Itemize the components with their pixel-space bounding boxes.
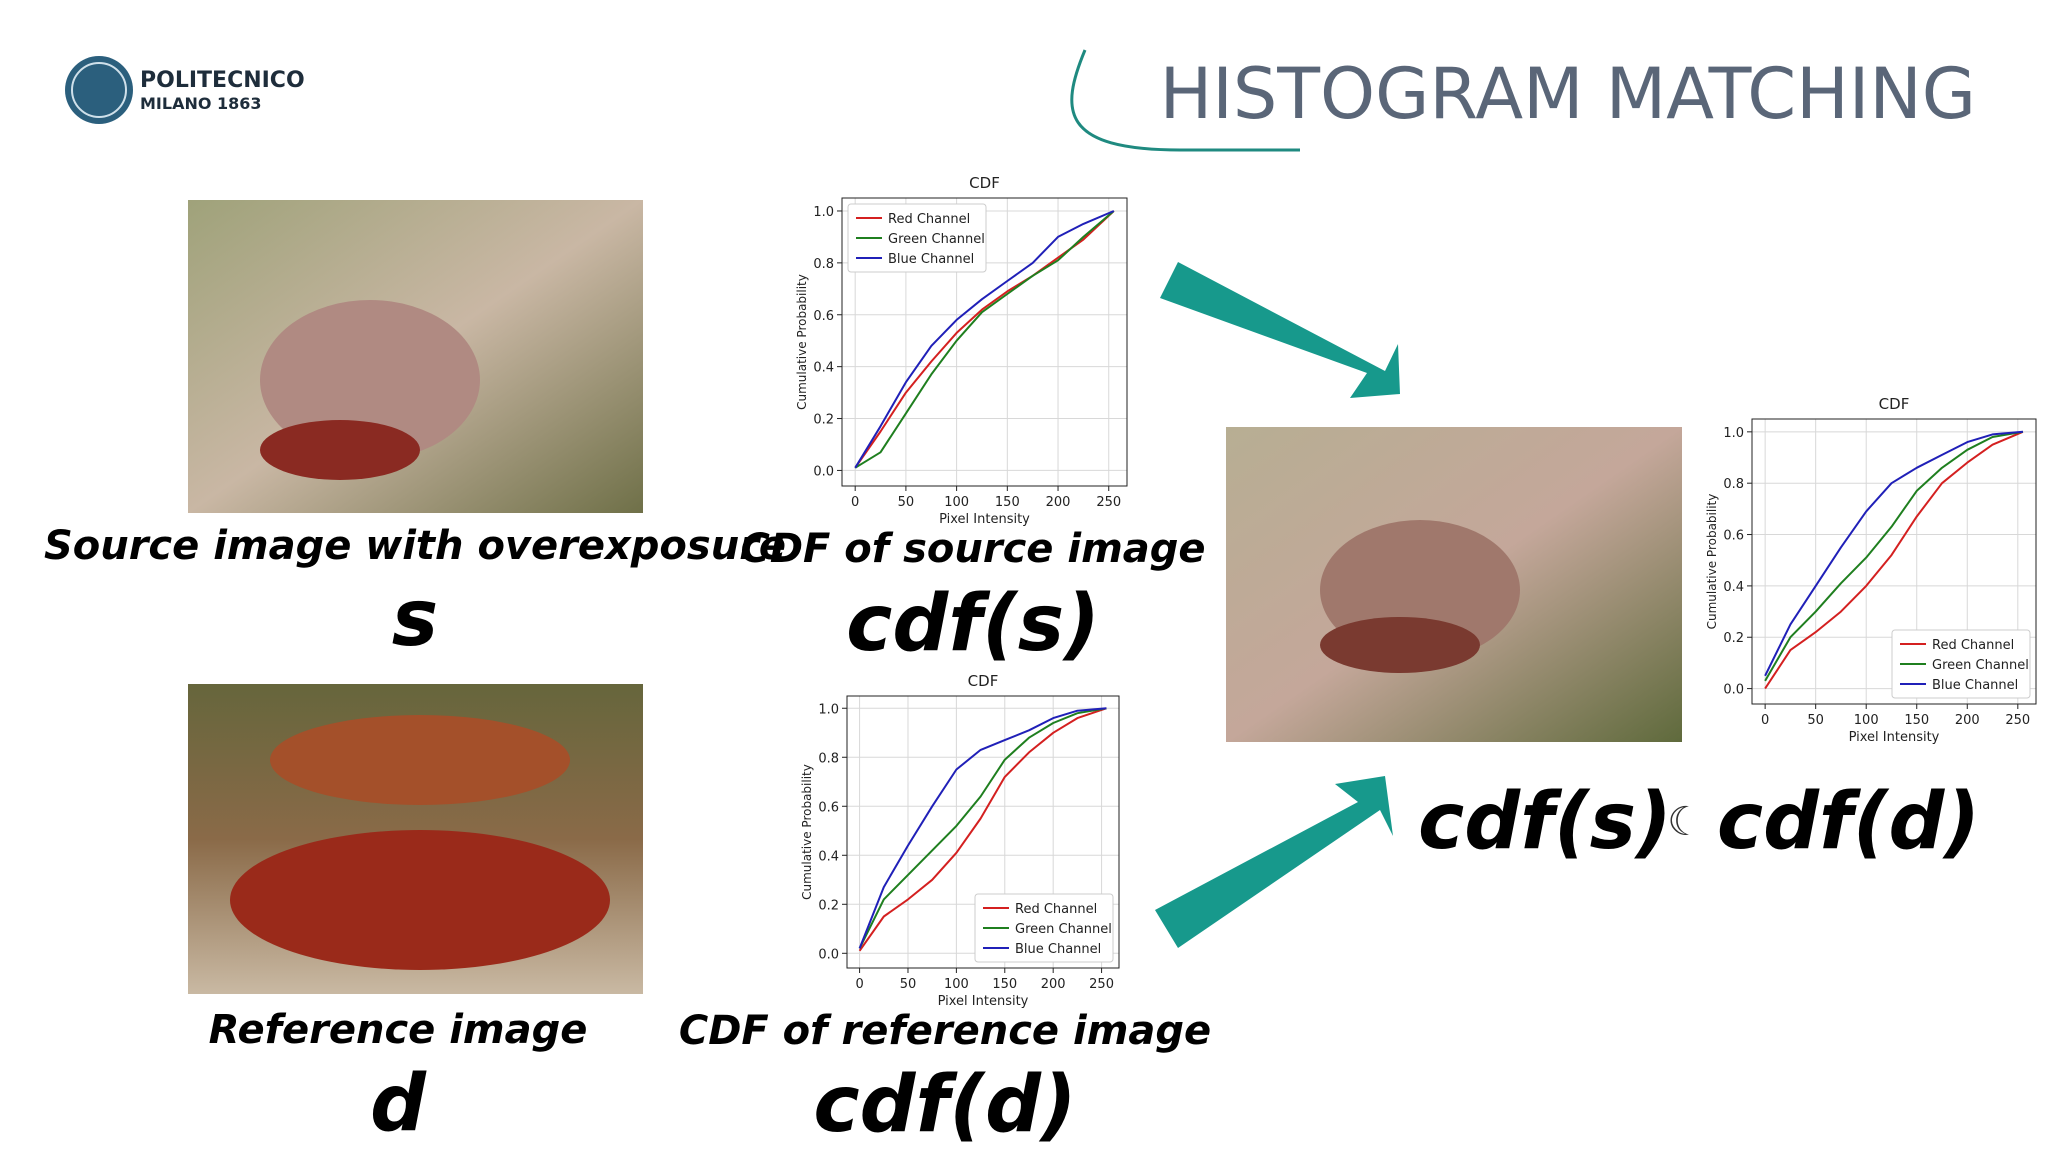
legend-label: Red Channel bbox=[888, 212, 970, 227]
caption: Source image with overexposure bbox=[44, 523, 786, 569]
legend-box bbox=[847, 203, 987, 273]
x-tick-label: 0 bbox=[855, 977, 863, 992]
cdf-line bbox=[858, 707, 1107, 949]
x-tick-label: 150 bbox=[995, 495, 1020, 510]
y-tick-label: 0.6 bbox=[813, 309, 834, 324]
symbol: s bbox=[392, 574, 438, 664]
cdf-line bbox=[1764, 430, 2023, 677]
logo-seal bbox=[65, 56, 133, 124]
x-tick-label: 250 bbox=[2005, 713, 2030, 728]
y-tick-label: 0.0 bbox=[1723, 683, 1744, 698]
x-tick-label: 250 bbox=[1089, 977, 1114, 992]
symbol: cdf(s) bbox=[1418, 777, 1672, 867]
legend-label: Blue Channel bbox=[1015, 942, 1101, 957]
slide-title: HISTOGRAM MATCHING bbox=[1160, 53, 1976, 135]
y-tick-label: 0.8 bbox=[813, 257, 834, 272]
reference-photo-fruit bbox=[230, 830, 610, 970]
x-tick-label: 200 bbox=[1046, 495, 1071, 510]
y-tick-label: 1.0 bbox=[813, 205, 834, 220]
y-tick-label: 0.8 bbox=[1723, 477, 1744, 492]
x-axis-label: Pixel Intensity bbox=[1849, 730, 1940, 745]
y-tick-label: 0.2 bbox=[813, 413, 834, 428]
symbol: cdf(s) bbox=[846, 579, 1100, 669]
y-tick-label: 0.0 bbox=[813, 464, 834, 479]
symbol: cdf(d) bbox=[1717, 777, 1980, 867]
arrow bbox=[1155, 776, 1393, 948]
x-tick-label: 250 bbox=[1096, 495, 1121, 510]
y-tick-label: 0.0 bbox=[818, 947, 839, 962]
x-tick-label: 150 bbox=[992, 977, 1017, 992]
x-tick-label: 0 bbox=[851, 495, 859, 510]
y-tick-label: 0.4 bbox=[1723, 580, 1744, 595]
x-tick-label: 200 bbox=[1041, 977, 1066, 992]
cdf-line bbox=[1764, 430, 2024, 682]
y-tick-label: 0.4 bbox=[818, 849, 839, 864]
x-tick-label: 0 bbox=[1761, 713, 1769, 728]
legend-label: Blue Channel bbox=[888, 252, 974, 267]
x-tick-label: 150 bbox=[1904, 713, 1929, 728]
x-tick-label: 200 bbox=[1955, 713, 1980, 728]
x-tick-label: 50 bbox=[900, 977, 917, 992]
cdf-line bbox=[854, 210, 1115, 469]
legend-box bbox=[974, 893, 1114, 963]
axes-frame bbox=[1751, 418, 2037, 705]
x-axis-label: Pixel Intensity bbox=[939, 512, 1030, 527]
logo-text: POLITECNICO bbox=[140, 68, 305, 93]
y-tick-label: 1.0 bbox=[1723, 426, 1744, 441]
cdf-line bbox=[858, 707, 1107, 949]
caption: CDF of reference image bbox=[679, 1008, 1211, 1054]
legend-label: Green Channel bbox=[1015, 922, 1112, 937]
operator: ☾ bbox=[1667, 799, 1703, 845]
legend-label: Red Channel bbox=[1932, 638, 2014, 653]
axes-frame bbox=[841, 197, 1128, 487]
y-tick-label: 0.2 bbox=[1723, 631, 1744, 646]
legend-box bbox=[1891, 629, 2031, 699]
x-tick-label: 100 bbox=[944, 495, 969, 510]
legend-label: Green Channel bbox=[888, 232, 985, 247]
x-tick-label: 50 bbox=[898, 495, 915, 510]
chart-title: CDF bbox=[1879, 395, 1910, 413]
title-decoration bbox=[1070, 49, 1300, 152]
symbol: d bbox=[370, 1059, 427, 1149]
cdf-line bbox=[1764, 430, 2024, 690]
cdf-line bbox=[858, 707, 1107, 952]
axes-frame bbox=[846, 695, 1120, 969]
legend-label: Blue Channel bbox=[1932, 678, 2018, 693]
x-tick-label: 50 bbox=[1807, 713, 1824, 728]
logo-ring bbox=[71, 62, 127, 118]
y-tick-label: 0.6 bbox=[1723, 529, 1744, 544]
chart-title: CDF bbox=[968, 672, 999, 690]
logo-subtext: MILANO 1863 bbox=[140, 94, 262, 113]
source-photo-fruit bbox=[260, 300, 480, 460]
y-tick-label: 0.6 bbox=[818, 800, 839, 815]
symbol: cdf(d) bbox=[813, 1060, 1076, 1150]
chart-title: CDF bbox=[969, 174, 1000, 192]
caption: Reference image bbox=[209, 1007, 588, 1053]
y-tick-label: 0.8 bbox=[818, 751, 839, 766]
legend-label: Red Channel bbox=[1015, 902, 1097, 917]
caption: CDF of source image bbox=[740, 526, 1205, 572]
x-axis-label: Pixel Intensity bbox=[938, 994, 1029, 1009]
y-tick-label: 0.2 bbox=[818, 898, 839, 913]
y-tick-label: 1.0 bbox=[818, 702, 839, 717]
legend-label: Green Channel bbox=[1932, 658, 2029, 673]
result-photo-fruit bbox=[1320, 617, 1480, 673]
y-tick-label: 0.4 bbox=[813, 361, 834, 376]
cdf-line bbox=[854, 210, 1115, 469]
y-axis-label: Cumulative Probability bbox=[1705, 494, 1719, 630]
x-tick-label: 100 bbox=[944, 977, 969, 992]
y-axis-label: Cumulative Probability bbox=[800, 764, 814, 900]
x-tick-label: 100 bbox=[1854, 713, 1879, 728]
y-axis-label: Cumulative Probability bbox=[795, 274, 809, 410]
source-photo-fruit bbox=[260, 420, 420, 480]
arrow bbox=[1160, 262, 1400, 398]
reference-photo-fruit bbox=[270, 715, 570, 805]
